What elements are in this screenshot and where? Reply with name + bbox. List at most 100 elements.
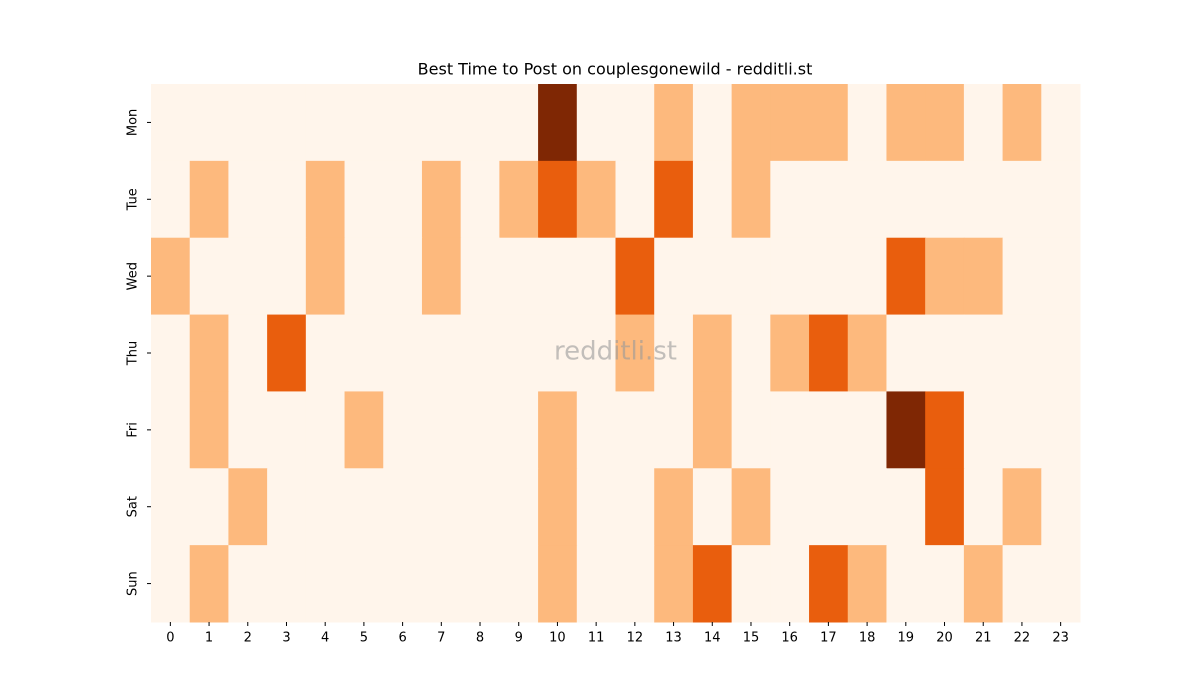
heatmap-cell <box>344 391 384 469</box>
heatmap-cell <box>692 545 733 623</box>
heatmap-cell <box>731 237 771 316</box>
heatmap-cell <box>460 160 500 239</box>
heatmap-cell <box>305 545 346 623</box>
heatmap-cell <box>267 160 307 239</box>
heatmap-cell <box>654 468 694 546</box>
heatmap-cell <box>189 160 229 239</box>
heatmap-cell <box>1002 160 1042 239</box>
heatmap-cell <box>383 468 423 546</box>
heatmap-cell <box>499 84 539 162</box>
heatmap-cell <box>886 84 926 162</box>
heatmap-cell <box>151 160 191 239</box>
heatmap-cell <box>963 391 1004 469</box>
heatmap-cell <box>1002 84 1042 162</box>
heatmap-cell <box>538 391 578 469</box>
heatmap-cell <box>383 391 423 469</box>
heatmap-cell <box>460 237 500 316</box>
heatmap-cell <box>228 237 268 316</box>
x-tick-label: 15 <box>743 631 760 646</box>
heatmap-cell <box>925 314 965 392</box>
heatmap-cell <box>925 84 965 162</box>
heatmap-cell <box>654 545 694 623</box>
heatmap-cell <box>692 391 733 469</box>
heatmap-cell <box>847 84 887 162</box>
heatmap-cell <box>460 545 500 623</box>
x-tick-label: 1 <box>205 631 213 646</box>
heatmap-cell <box>847 237 887 316</box>
heatmap-cell <box>189 391 229 469</box>
heatmap-cell <box>267 391 307 469</box>
heatmap-cell <box>228 84 268 162</box>
heatmap-cell <box>886 545 926 623</box>
heatmap-cell <box>809 84 849 162</box>
heatmap-cell <box>731 314 771 392</box>
y-tick-label: Tue <box>126 188 141 211</box>
heatmap-cell <box>1041 84 1081 162</box>
heatmap-cell <box>1041 391 1081 469</box>
heatmap-cell <box>460 391 500 469</box>
heatmap-cell <box>925 468 965 546</box>
heatmap-cell <box>576 160 616 239</box>
heatmap-cell <box>538 84 578 162</box>
heatmap-cell <box>925 545 965 623</box>
heatmap-cell <box>383 237 423 316</box>
x-tick-label: 13 <box>665 631 682 646</box>
heatmap-cell <box>344 545 384 623</box>
x-tick-label: 10 <box>549 631 566 646</box>
y-tick-label: Fri <box>126 422 141 438</box>
heatmap-cell <box>460 84 500 162</box>
heatmap-cell <box>847 160 887 239</box>
heatmap-cell <box>809 391 849 469</box>
heatmap-cell <box>886 391 926 469</box>
heatmap-cell <box>770 237 810 316</box>
heatmap-cell <box>228 160 268 239</box>
heatmap-cell <box>809 545 849 623</box>
heatmap-cell <box>886 160 926 239</box>
heatmap-cell <box>267 84 307 162</box>
heatmap-cell <box>1002 237 1042 316</box>
heatmap-cell <box>421 237 462 316</box>
heatmap-cell <box>383 160 423 239</box>
heatmap-cell <box>305 391 346 469</box>
heatmap-cell <box>267 314 307 392</box>
heatmap-cell <box>963 314 1004 392</box>
heatmap-cell <box>576 545 616 623</box>
heatmap-cell <box>731 391 771 469</box>
heatmap-cell <box>1041 237 1081 316</box>
x-tick-label: 21 <box>975 631 992 646</box>
heatmap-cell <box>151 314 191 392</box>
heatmap-cell <box>886 468 926 546</box>
heatmap-cell <box>538 545 578 623</box>
heatmap-cell <box>925 160 965 239</box>
heatmap-cell <box>770 545 810 623</box>
heatmap-cell <box>344 84 384 162</box>
x-tick-label: 16 <box>781 631 798 646</box>
heatmap-cell <box>809 314 849 392</box>
heatmap-cell <box>499 545 539 623</box>
y-tick-label: Mon <box>126 109 141 136</box>
heatmap-cell <box>654 237 694 316</box>
heatmap-cell <box>886 237 926 316</box>
heatmap-cell <box>731 160 771 239</box>
heatmap-cell <box>576 84 616 162</box>
y-tick-label: Wed <box>126 262 141 290</box>
heatmap-cell <box>421 84 462 162</box>
y-tick-label: Thu <box>126 341 141 366</box>
heatmap-cell <box>344 237 384 316</box>
heatmap-cell <box>228 314 268 392</box>
x-tick-label: 23 <box>1052 631 1069 646</box>
heatmap-cell <box>305 160 346 239</box>
heatmap-cell <box>615 84 655 162</box>
heatmap-cell <box>731 545 771 623</box>
heatmap-cell <box>615 468 655 546</box>
heatmap-cell <box>267 468 307 546</box>
heatmap-cell <box>731 468 771 546</box>
heatmap-cell <box>189 84 229 162</box>
x-tick-label: 14 <box>704 631 721 646</box>
heatmap-cell <box>151 468 191 546</box>
heatmap-cell <box>538 468 578 546</box>
heatmap-cell <box>499 391 539 469</box>
heatmap-cell <box>963 84 1004 162</box>
heatmap-cell <box>770 314 810 392</box>
